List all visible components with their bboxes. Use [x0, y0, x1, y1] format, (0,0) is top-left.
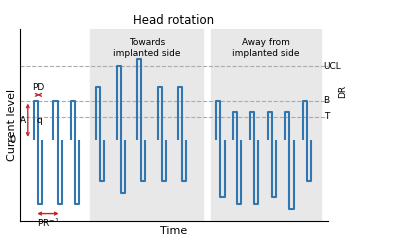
Title: Head rotation: Head rotation — [133, 14, 214, 26]
Text: T: T — [324, 112, 329, 121]
Y-axis label: Current level: Current level — [7, 89, 17, 161]
Text: PD: PD — [32, 83, 44, 92]
Text: UCL: UCL — [324, 61, 341, 70]
Text: DR: DR — [338, 85, 347, 98]
Text: 0: 0 — [9, 135, 15, 145]
Text: Away from
implanted side: Away from implanted side — [232, 38, 299, 58]
Text: A: A — [20, 116, 26, 125]
Text: q: q — [37, 116, 42, 125]
Text: Towards
implanted side: Towards implanted side — [113, 38, 180, 58]
X-axis label: Time: Time — [160, 226, 188, 236]
Text: PR$^{-1}$: PR$^{-1}$ — [37, 217, 59, 229]
Bar — [210, 29, 321, 220]
Bar — [90, 29, 203, 220]
Text: B: B — [324, 96, 330, 105]
